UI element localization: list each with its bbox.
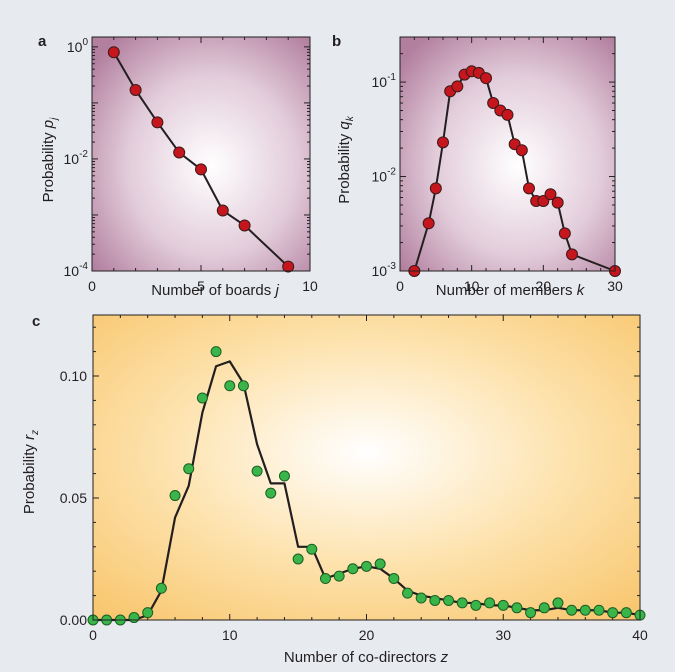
y-axis-label-c: Probability rz	[21, 430, 41, 514]
panel-label-b: b	[332, 33, 341, 50]
plot-frame-b	[399, 36, 616, 272]
data-point	[282, 260, 295, 273]
data-point	[525, 607, 537, 619]
x-tick-label: 0	[88, 278, 96, 294]
data-point	[429, 182, 442, 195]
x-tick-label: 0	[89, 627, 97, 643]
y-tick-label: 10-2	[372, 167, 397, 185]
x-tick-label: 10	[302, 278, 318, 294]
data-point	[422, 217, 435, 230]
data-point	[537, 195, 550, 208]
data-point	[292, 553, 304, 565]
data-point	[306, 543, 318, 555]
data-point	[361, 560, 372, 572]
panel-b: b 0 10 20 30 10-1 10-2 10-3 Number of members …	[332, 33, 623, 299]
x-axis-label-b: Number of members k	[436, 282, 586, 299]
data-point	[347, 563, 359, 575]
y-tick-label: 100	[67, 37, 89, 55]
data-point	[374, 558, 386, 570]
data-point	[443, 594, 455, 606]
data-point	[437, 136, 449, 149]
data-point	[501, 108, 514, 121]
y-tick-label: 0.10	[60, 368, 87, 384]
data-point	[456, 597, 468, 609]
x-tick-label: 5	[197, 278, 205, 294]
data-point	[251, 465, 263, 477]
data-point	[129, 83, 142, 96]
data-point	[497, 599, 509, 611]
data-point	[402, 587, 414, 599]
panel-label-a: a	[38, 33, 47, 50]
panel-a: a 0 5 10 100 10-2 10-4 Number of boards j Pro…	[38, 33, 318, 299]
y-axis-label-b: Probability qk	[336, 115, 356, 204]
data-point	[515, 144, 528, 157]
data-point	[238, 219, 251, 232]
data-point	[142, 607, 154, 619]
y-tick-label: 10-1	[372, 72, 397, 90]
data-point	[107, 46, 120, 59]
data-point	[484, 597, 496, 609]
data-point	[429, 594, 441, 606]
x-tick-label: 40	[632, 627, 648, 643]
data-point	[155, 582, 167, 594]
data-point	[552, 597, 564, 609]
data-point	[607, 607, 619, 619]
data-point	[544, 188, 557, 201]
data-point	[195, 163, 207, 176]
data-point	[558, 227, 571, 240]
data-point	[566, 248, 578, 261]
data-point	[278, 470, 290, 482]
panel-c: c 0 10 20 30 40 0.00 0.05 0.10 Number of co-dir…	[21, 313, 648, 666]
x-tick-label: 30	[607, 278, 623, 294]
data-point	[415, 592, 427, 604]
data-point	[388, 573, 400, 585]
x-tick-label: 10	[222, 627, 238, 643]
y-tick-label: 10-4	[64, 261, 89, 279]
plot-area-b	[400, 37, 615, 271]
plot-frame-a	[91, 36, 311, 272]
data-point	[183, 463, 195, 475]
y-tick-label: 10-2	[64, 149, 89, 167]
x-axis-label-a: Number of boards j	[151, 282, 279, 299]
data-point	[173, 146, 186, 159]
data-point	[169, 490, 181, 502]
data-point	[470, 599, 482, 611]
data-point	[593, 604, 605, 616]
data-point	[210, 346, 222, 358]
data-point	[487, 97, 500, 110]
data-point	[333, 570, 345, 582]
data-point	[216, 204, 229, 217]
data-point	[511, 602, 523, 614]
plot-a-marks: 0 5 10 100 10-2 10-4	[64, 37, 318, 294]
data-point	[480, 72, 492, 85]
data-point	[196, 392, 208, 404]
data-point	[566, 604, 578, 616]
data-point	[265, 487, 277, 499]
data-point	[319, 573, 331, 585]
data-point	[151, 116, 164, 129]
x-tick-label: 10	[464, 278, 480, 294]
y-tick-label: 10-3	[372, 261, 397, 279]
y-axis-label-a: Probability pj	[40, 117, 60, 203]
x-axis-label-c: Number of co-directors z	[284, 649, 449, 666]
x-tick-label: 20	[536, 278, 552, 294]
plot-frame-c	[92, 314, 641, 621]
data-point	[551, 196, 564, 209]
panel-label-c: c	[32, 313, 40, 330]
x-tick-label: 0	[396, 278, 404, 294]
plot-area-c	[93, 315, 640, 620]
x-tick-label: 30	[495, 627, 511, 643]
data-point	[523, 182, 535, 195]
y-tick-label: 0.05	[60, 490, 87, 506]
data-point	[451, 80, 464, 93]
x-tick-label: 20	[359, 627, 375, 643]
data-point	[224, 380, 236, 392]
data-point	[538, 602, 550, 614]
data-point	[579, 604, 591, 616]
data-point	[620, 607, 632, 619]
y-tick-label: 0.00	[60, 612, 87, 628]
data-point	[128, 612, 140, 624]
data-point	[237, 380, 249, 392]
